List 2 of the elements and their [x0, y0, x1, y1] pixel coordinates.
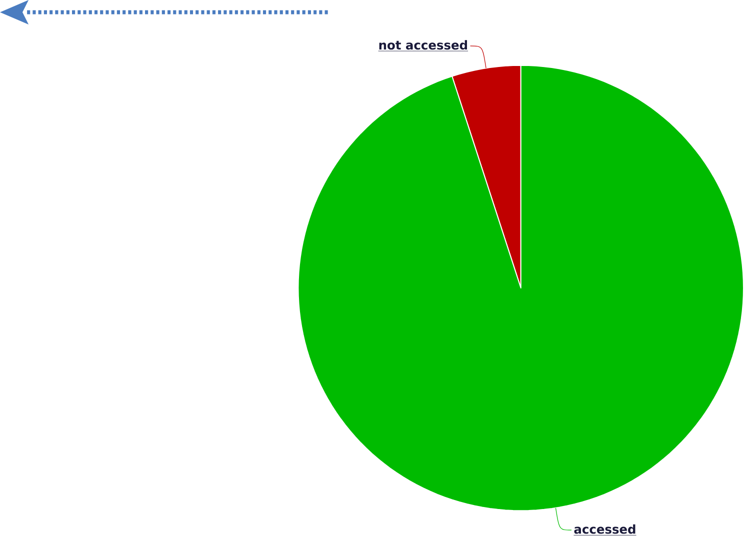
slice-label: not accessed [379, 40, 467, 50]
slice-label: accessed [574, 524, 636, 534]
